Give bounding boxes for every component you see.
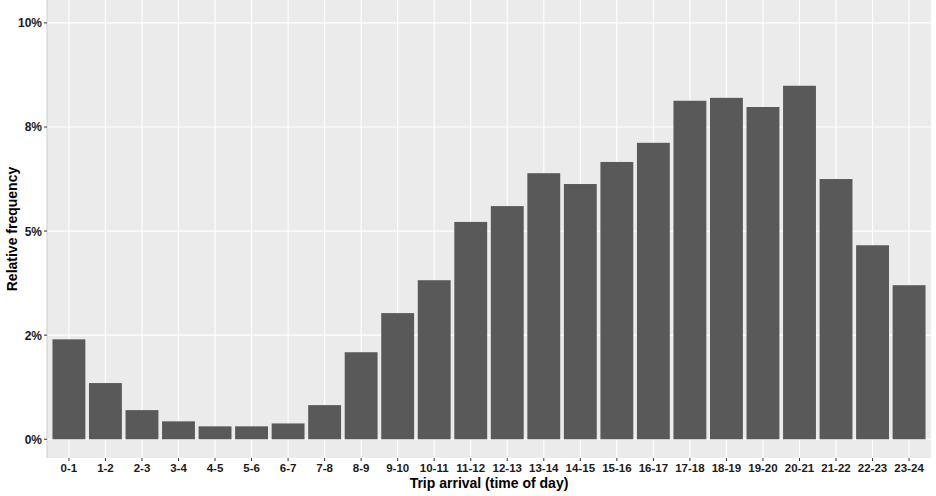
bar (272, 423, 305, 439)
y-tick (44, 231, 47, 232)
bar (783, 86, 816, 439)
bar (126, 410, 159, 439)
bar (454, 222, 487, 439)
x-grid-line (141, 0, 142, 458)
bar (418, 280, 451, 439)
x-tick (324, 458, 325, 461)
bar (893, 285, 926, 439)
x-tick-label: 1-2 (97, 462, 114, 474)
x-tick (507, 458, 508, 461)
x-tick (361, 458, 362, 461)
x-tick (909, 458, 910, 461)
x-tick (105, 458, 106, 461)
bar (235, 426, 268, 439)
x-tick-label: 6-7 (280, 462, 297, 474)
bar (747, 107, 780, 439)
x-grid-line (214, 0, 215, 458)
x-tick (689, 458, 690, 461)
x-tick (215, 458, 216, 461)
y-axis-line (47, 0, 48, 458)
x-tick (580, 458, 581, 461)
x-tick-label: 4-5 (207, 462, 224, 474)
x-tick-label: 15-16 (602, 462, 631, 474)
bar (491, 206, 524, 439)
x-tick-label: 2-3 (134, 462, 151, 474)
x-tick (68, 458, 69, 461)
bar (52, 339, 85, 439)
y-tick (44, 126, 47, 127)
y-tick-label: 10% (18, 16, 42, 30)
x-tick-label: 19-20 (748, 462, 777, 474)
bar (564, 184, 597, 439)
bar (162, 421, 195, 439)
x-tick (543, 458, 544, 461)
x-tick (288, 458, 289, 461)
x-tick-label: 17-18 (675, 462, 705, 474)
x-grid-line (288, 0, 289, 458)
y-tick-label: 0% (25, 433, 43, 447)
y-tick (44, 22, 47, 23)
x-tick-label: 7-8 (316, 462, 333, 474)
x-tick (470, 458, 471, 461)
bar (637, 143, 670, 439)
plot-panel (47, 0, 931, 458)
x-tick-label: 11-12 (456, 462, 485, 474)
x-tick (653, 458, 654, 461)
bar (199, 426, 232, 439)
x-tick-label: 21-22 (821, 462, 850, 474)
x-tick-label: 18-19 (712, 462, 741, 474)
x-tick-label: 3-4 (170, 462, 187, 474)
bar (600, 162, 633, 439)
x-tick-label: 22-23 (858, 462, 887, 474)
x-tick (616, 458, 617, 461)
y-tick (44, 335, 47, 336)
x-tick (141, 458, 142, 461)
bar (820, 179, 853, 439)
bar (308, 405, 341, 439)
x-axis-title: Trip arrival (time of day) (410, 475, 569, 491)
y-tick-label: 2% (25, 329, 43, 343)
bar (89, 383, 122, 439)
chart-svg: 0% 2% 5% 8% 10% 0-1 1-2 2-3 3-4 4-5 5-6 6-7 7-8 8-9 9-… (0, 0, 936, 496)
bar (856, 245, 889, 439)
x-tick (251, 458, 252, 461)
bar (527, 173, 560, 439)
y-tick (44, 439, 47, 440)
x-tick-label: 12-13 (493, 462, 522, 474)
bar (673, 101, 706, 440)
x-grid-line (251, 0, 252, 458)
y-tick-label: 5% (25, 225, 43, 239)
x-tick-label: 16-17 (639, 462, 668, 474)
x-tick (434, 458, 435, 461)
x-tick (799, 458, 800, 461)
y-grid-line (47, 22, 931, 23)
x-tick-label: 14-15 (566, 462, 596, 474)
x-tick (762, 458, 763, 461)
bar (381, 313, 414, 439)
x-tick-label: 0-1 (61, 462, 78, 474)
x-tick (836, 458, 837, 461)
chart-container: 0% 2% 5% 8% 10% 0-1 1-2 2-3 3-4 4-5 5-6 6-7 7-8 8-9 9-… (0, 0, 936, 496)
x-tick (178, 458, 179, 461)
bars (52, 86, 925, 439)
x-tick-label: 23-24 (894, 462, 924, 474)
x-tick-label: 20-21 (785, 462, 815, 474)
y-tick-label: 8% (25, 120, 43, 134)
y-axis-title: Relative frequency (4, 167, 20, 292)
x-tick-label: 8-9 (353, 462, 370, 474)
x-grid-line (178, 0, 179, 458)
x-tick-label: 9-10 (386, 462, 409, 474)
bar (345, 352, 378, 439)
x-tick (397, 458, 398, 461)
x-tick-label: 10-11 (420, 462, 449, 474)
bar (710, 98, 743, 439)
x-tick-label: 5-6 (243, 462, 260, 474)
x-tick (872, 458, 873, 461)
x-grid-line (324, 0, 325, 458)
x-tick-label: 13-14 (529, 462, 559, 474)
x-tick (726, 458, 727, 461)
